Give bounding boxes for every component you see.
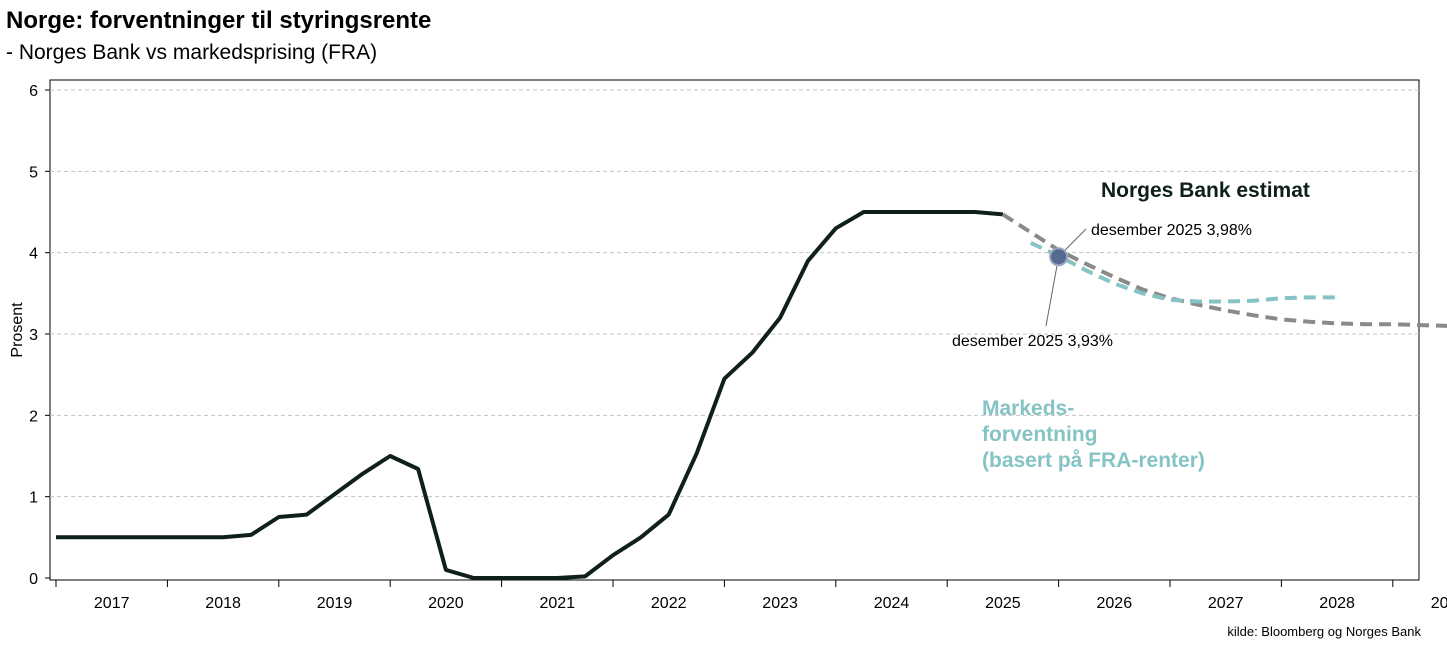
x-tick-label: 2018 (205, 595, 241, 612)
y-tick-label: 4 (29, 246, 38, 263)
x-tick-label: 2017 (94, 595, 130, 612)
y-tick-label: 2 (29, 408, 38, 425)
y-tick-label: 1 (29, 490, 38, 507)
x-tick-label: 2026 (1097, 595, 1133, 612)
x-tick-label: 2019 (317, 595, 353, 612)
y-tick-label: 5 (29, 164, 38, 181)
december-market-label: desember 2025 3,93% (952, 333, 1113, 350)
x-axis-ticks: 2017 2018 2019 2020 2021 2022 2023 2024 2025 2026… (55, 580, 1447, 612)
norges-bank-estimate-line (1001, 212, 1447, 328)
x-tick-label: 2027 (1208, 595, 1244, 612)
market-expectation-line (1029, 241, 1338, 304)
x-tick-label: 2021 (540, 595, 576, 612)
plot-area (49, 79, 1420, 581)
x-tick-label: 2025 (985, 595, 1021, 612)
series-lines (56, 210, 1447, 580)
x-tick-label: 2020 (428, 595, 464, 612)
chart-subtitle: - Norges Bank vs markedsprising (FRA) (6, 41, 378, 64)
source-note: kilde: Bloomberg og Norges Bank (1227, 624, 1421, 639)
chart-title: Norge: forventninger til styringsrente (6, 7, 432, 34)
y-axis-label: Prosent (9, 302, 26, 358)
x-tick-label: 2024 (874, 595, 910, 612)
norges-bank-estimate-label: Norges Bank estimat (1101, 179, 1310, 202)
highlight-marker (1049, 247, 1069, 267)
x-tick-label: 2029 (1431, 595, 1447, 612)
y-axis-ticks: 0 1 2 3 4 5 6 (29, 83, 50, 588)
x-tick-label: 2022 (651, 595, 687, 612)
market-expectation-label-line: forventning (982, 423, 1098, 446)
x-tick-label: 2023 (762, 595, 798, 612)
leader-line-lower (1045, 256, 1060, 327)
y-tick-label: 3 (29, 327, 38, 344)
policy-rate-line (56, 210, 1004, 580)
market-expectation-label-line: Markeds- (982, 397, 1074, 420)
y-tick-label: 0 (29, 571, 38, 588)
interest-rate-chart: 0 1 2 3 4 5 6 2017 2018 2019 2020 2021 2022 2023 2024… (9, 79, 1447, 612)
market-expectation-label-line: (basert på FRA-renter) (982, 449, 1205, 472)
december-estimate-label: desember 2025 3,98% (1091, 222, 1252, 239)
annotations: Norges Bank estimat desember 2025 3,98% de… (952, 179, 1310, 472)
y-tick-label: 6 (29, 83, 38, 100)
x-tick-label: 2028 (1319, 595, 1355, 612)
